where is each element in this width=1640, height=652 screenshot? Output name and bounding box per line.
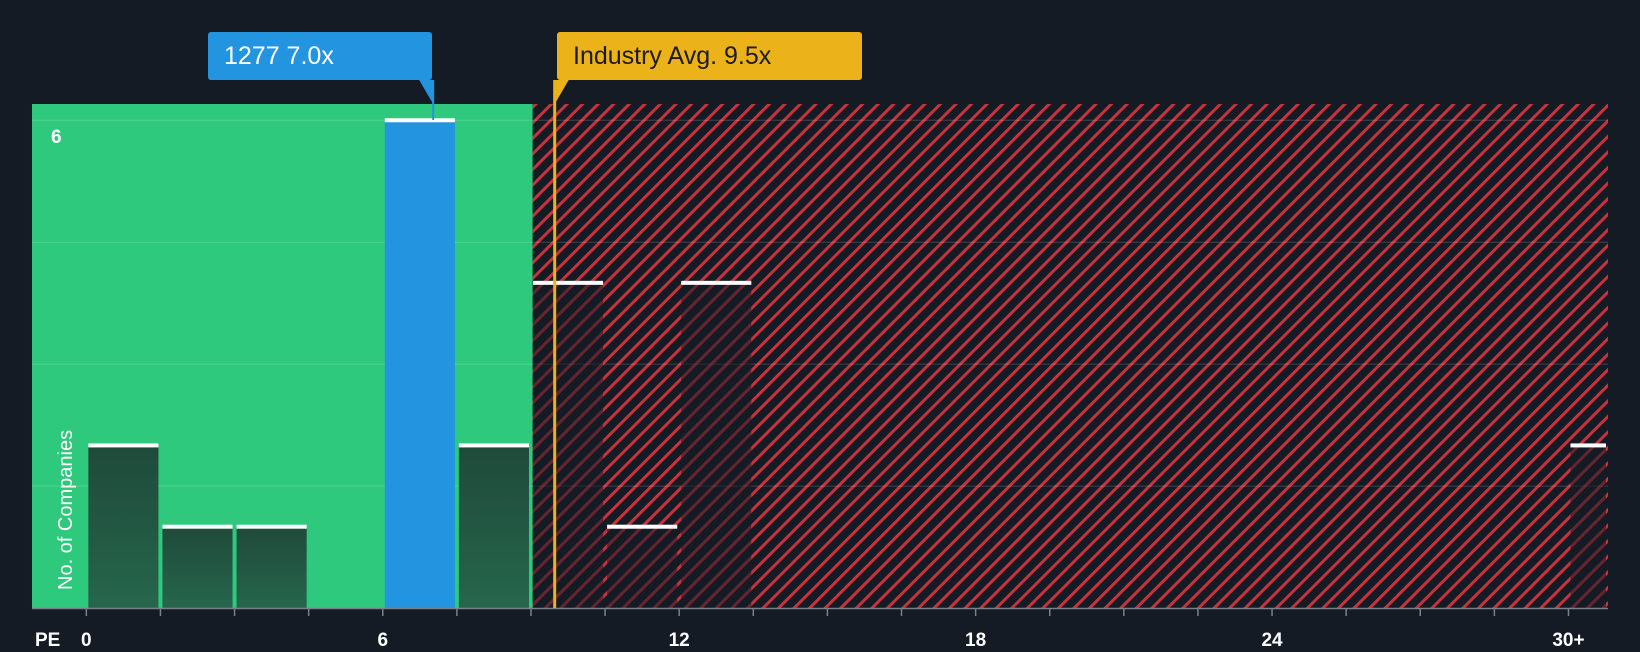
- bar-cap-8: [1570, 443, 1606, 448]
- bar-cap-5: [532, 280, 604, 285]
- industry-average-callout: Industry Avg. 9.5x: [557, 32, 862, 80]
- bar-cap-0: [88, 443, 159, 448]
- x-tick-label-5: 30+: [1552, 630, 1585, 651]
- bar-cap-4: [458, 443, 529, 448]
- y-tick-label: 6: [51, 127, 62, 148]
- industry-callout-pointer: [554, 80, 569, 104]
- x-tick-label-4: 24: [1261, 630, 1283, 651]
- histogram-bar-5: [532, 282, 604, 608]
- company-pe-callout: 1277 7.0x: [208, 32, 432, 80]
- x-tick-label-3: 18: [965, 630, 987, 651]
- bar-cap-7: [681, 280, 752, 285]
- y-axis-label: No. of Companies: [55, 429, 77, 590]
- bar-cap-2: [236, 524, 307, 529]
- histogram-bar-7: [681, 282, 752, 608]
- bar-cap-1: [162, 524, 233, 529]
- histogram-bar-0: [88, 445, 159, 608]
- company-bar: [384, 120, 455, 609]
- histogram-bar-6: [607, 526, 678, 608]
- histogram-bar-8: [1570, 445, 1606, 608]
- histogram-bar-1: [162, 526, 233, 608]
- x-tick-label-2: 12: [668, 630, 690, 651]
- bar-cap-3: [384, 118, 455, 123]
- x-tick-label-0: 0: [81, 630, 92, 651]
- bar-cap-6: [607, 524, 678, 529]
- x-tick-label-1: 6: [377, 630, 389, 651]
- company-callout-pointer: [419, 80, 434, 104]
- histogram-bar-4: [458, 445, 529, 608]
- histogram-bar-2: [236, 526, 307, 608]
- x-axis-label: PE: [35, 630, 61, 651]
